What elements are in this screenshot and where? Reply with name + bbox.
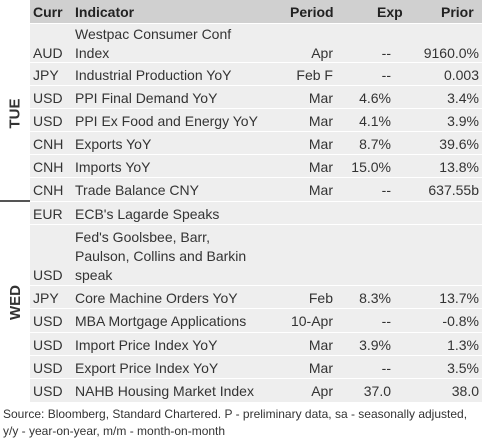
period-cell: Feb F [296, 67, 333, 83]
currency-cell: CNH [33, 182, 64, 198]
table-row: JPY Core Machine Orders YoY Feb 8.3% 13.7% [30, 286, 482, 308]
indicator-cell: Industrial Production YoY [75, 67, 232, 83]
prior-cell: 13.7% [439, 290, 479, 306]
exp-cell: 4.6% [359, 90, 391, 106]
table-header: Curr Indicator Period Exp Prior [30, 0, 482, 23]
period-cell: 10-Apr [290, 313, 333, 329]
indicator-cell: Trade Balance CNY [75, 182, 199, 198]
period-cell: Mar [308, 113, 333, 129]
table-row: USD MBA Mortgage Applications 10-Apr -- -0.8… [30, 309, 482, 332]
header-period: Period [290, 4, 334, 20]
indicator-cell: Export Price Index YoY [75, 360, 219, 376]
prior-cell: -0.8% [442, 313, 479, 329]
currency-cell: CNH [33, 136, 64, 152]
exp-cell: 37.0 [363, 383, 391, 399]
indicator-cell: PPI Final Demand YoY [75, 90, 218, 106]
indicator-cell: PPI Ex Food and Energy YoY [75, 113, 258, 129]
exp-cell: -- [381, 313, 391, 329]
day-label-text: WED [6, 284, 24, 320]
currency-cell: USD [33, 313, 63, 329]
currency-cell: AUD [33, 45, 63, 61]
exp-cell: 15.0% [351, 159, 391, 175]
currency-cell: USD [33, 337, 63, 353]
indicator-cell: speak [75, 267, 113, 283]
table-row: USD NAHB Housing Market Index Apr 37.0 38.0 [30, 379, 482, 402]
prior-cell: 1.3% [447, 337, 479, 353]
currency-cell: USD [33, 360, 63, 376]
prior-cell: 0.003 [443, 67, 479, 83]
table-row: CNH Trade Balance CNY Mar -- 637.55b [30, 178, 482, 201]
day-divider [0, 200, 30, 202]
indicator-cell: Westpac Consumer Conf [75, 26, 232, 42]
period-cell: Mar [308, 182, 333, 198]
table-row: USD PPI Final Demand YoY Mar 4.6% 3.4% [30, 86, 482, 108]
indicator-cell: MBA Mortgage Applications [75, 313, 247, 329]
header-exp: Exp [377, 4, 403, 20]
prior-cell: 13.8% [439, 159, 479, 175]
table-row: EUR ECB's Lagarde Speaks [30, 202, 482, 224]
currency-cell: USD [33, 113, 63, 129]
exp-cell: 8.3% [359, 290, 391, 306]
currency-cell: JPY [33, 67, 59, 83]
day-label-text: TUE [6, 98, 24, 128]
indicator-cell: Index [75, 45, 110, 61]
header-curr: Curr [33, 4, 63, 20]
prior-cell: 637.55b [428, 182, 479, 198]
indicator-cell: Imports YoY [75, 159, 151, 175]
prior-cell: 3.9% [447, 113, 479, 129]
indicator-cell: Exports YoY [75, 136, 152, 152]
currency-cell: USD [33, 90, 63, 106]
period-cell: Apr [311, 45, 333, 61]
indicator-cell: Paulson, Collins and Barkin [75, 248, 247, 264]
source-footnote: Source: Bloomberg, Standard Chartered. P… [3, 407, 468, 438]
prior-cell: 3.5% [447, 360, 479, 376]
prior-cell: 38.0 [451, 383, 479, 399]
table-row: AUD Westpac Consumer Conf Index Apr -- 9160.0… [30, 24, 482, 62]
exp-cell: -- [381, 182, 391, 198]
period-cell: Feb [308, 290, 333, 306]
period-cell: Mar [308, 136, 333, 152]
indicator-cell: NAHB Housing Market Index [75, 383, 254, 399]
exp-cell: 4.1% [359, 113, 391, 129]
day-label: TUE [0, 24, 30, 202]
currency-cell: CNH [33, 159, 64, 175]
period-cell: Mar [308, 360, 333, 376]
header-prior: Prior [441, 4, 474, 20]
table-row: CNH Exports YoY Mar 8.7% 39.6% [30, 132, 482, 154]
table-row: USD PPI Ex Food and Energy YoY Mar 4.1% 3.9% [30, 109, 482, 131]
indicator-cell: ECB's Lagarde Speaks [75, 206, 220, 222]
period-cell: Mar [308, 90, 333, 106]
indicator-cell: Core Machine Orders YoY [75, 290, 238, 306]
currency-cell: EUR [33, 206, 63, 222]
prior-cell: 3.4% [447, 90, 479, 106]
exp-cell: -- [381, 360, 391, 376]
indicator-cell: Fed's Goolsbee, Barr, [75, 229, 210, 245]
day-label: WED [0, 202, 30, 402]
currency-cell: USD [33, 383, 63, 399]
table-row: JPY Industrial Production YoY Feb F -- 0.003 [30, 63, 482, 85]
table-row: USD Import Price Index YoY Mar 3.9% 1.3% [30, 333, 482, 355]
exp-cell: 3.9% [359, 337, 391, 353]
table-row: USD Fed's Goolsbee, Barr, Paulson, Collins… [30, 225, 482, 285]
header-indicator: Indicator [75, 4, 135, 20]
prior-cell: 39.6% [439, 136, 479, 152]
table-row: CNH Imports YoY Mar 15.0% 13.8% [30, 155, 482, 177]
exp-cell: -- [381, 45, 391, 61]
currency-cell: USD [33, 267, 63, 283]
indicator-cell: Import Price Index YoY [75, 337, 218, 353]
period-cell: Apr [311, 383, 333, 399]
exp-cell: -- [381, 67, 391, 83]
period-cell: Mar [308, 337, 333, 353]
table-row: USD Export Price Index YoY Mar -- 3.5% [30, 356, 482, 378]
period-cell: Mar [308, 159, 333, 175]
prior-cell: 9160.0% [423, 45, 479, 61]
exp-cell: 8.7% [359, 136, 391, 152]
currency-cell: JPY [33, 290, 59, 306]
